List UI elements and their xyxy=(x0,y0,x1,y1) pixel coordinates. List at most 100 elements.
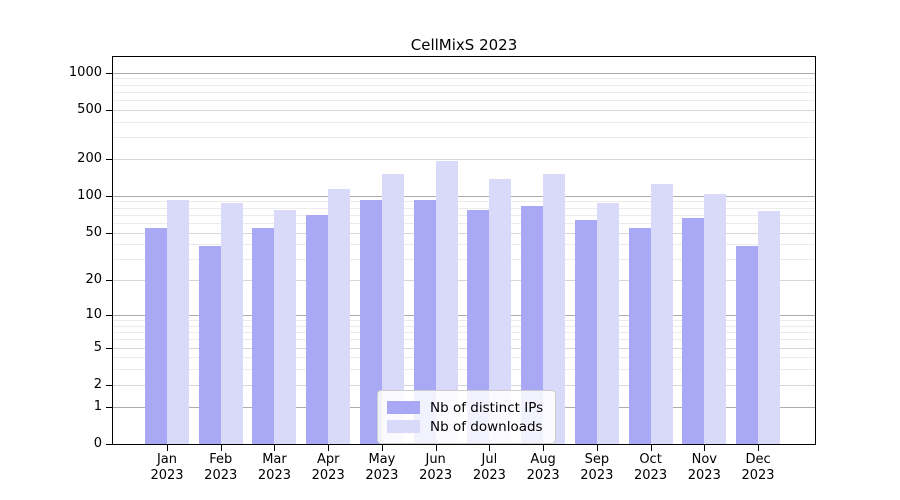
x-tick-mark xyxy=(274,445,276,451)
x-tick-label: Apr 2023 xyxy=(311,452,345,483)
bar-downloads xyxy=(435,160,458,444)
bar-distinct-ips xyxy=(736,245,759,444)
y-tick-label: 1000 xyxy=(68,64,102,80)
x-tick-label: Feb 2023 xyxy=(204,452,238,483)
x-tick-label: Mar 2023 xyxy=(257,452,291,483)
minor-gridline xyxy=(113,91,815,93)
x-tick-mark xyxy=(650,445,652,451)
y-tick-mark xyxy=(106,232,113,234)
bar-distinct-ips xyxy=(145,227,167,444)
y-tick-label: 100 xyxy=(77,187,102,203)
minor-gridline xyxy=(113,369,815,371)
x-tick-label: Oct 2023 xyxy=(634,452,668,483)
x-tick-label: Jan 2023 xyxy=(150,452,184,483)
x-tick-mark xyxy=(758,445,760,451)
x-tick-mark xyxy=(381,445,383,451)
bar-downloads xyxy=(489,179,512,444)
minor-gridline xyxy=(113,99,815,101)
legend-swatch-downloads xyxy=(387,420,420,433)
y-tick-mark xyxy=(106,347,113,349)
y-tick-label: 1 xyxy=(93,398,102,414)
mid-gridline xyxy=(113,280,815,282)
y-tick-mark xyxy=(106,109,113,111)
mid-gridline xyxy=(113,158,815,160)
minor-gridline xyxy=(113,259,815,261)
y-tick-mark xyxy=(106,384,113,386)
bar-distinct-ips xyxy=(682,217,705,444)
x-tick-label: Jul 2023 xyxy=(472,452,506,483)
bar-distinct-ips xyxy=(306,214,329,444)
minor-gridline xyxy=(113,78,815,80)
y-tick-mark xyxy=(106,158,113,160)
bar-distinct-ips xyxy=(628,227,651,444)
legend-swatch-distinct-ips xyxy=(387,401,420,414)
bar-distinct-ips xyxy=(252,227,275,444)
y-tick-label: 200 xyxy=(77,150,102,166)
legend-item-distinct-ips: Nb of distinct IPs xyxy=(387,398,543,417)
y-tick-mark xyxy=(106,72,113,74)
x-tick-mark xyxy=(543,445,545,451)
minor-gridline xyxy=(113,84,815,86)
plot-area: Nb of distinct IPs Nb of downloads xyxy=(112,56,816,445)
x-tick-label: May 2023 xyxy=(365,452,399,483)
chart-title: CellMixS 2023 xyxy=(410,36,518,54)
x-tick-mark xyxy=(328,445,330,451)
bar-downloads xyxy=(220,203,243,444)
x-tick-mark xyxy=(489,445,491,451)
minor-gridline xyxy=(113,121,815,123)
bar-downloads xyxy=(274,210,297,444)
legend: Nb of distinct IPs Nb of downloads xyxy=(377,390,557,444)
y-tick-label: 500 xyxy=(77,101,102,117)
bar-distinct-ips xyxy=(521,205,544,444)
y-tick-mark xyxy=(106,444,113,445)
x-tick-mark xyxy=(220,445,222,451)
bar-downloads xyxy=(167,199,189,444)
minor-gridline xyxy=(113,320,815,322)
y-tick-label: 20 xyxy=(85,272,102,288)
minor-gridline xyxy=(113,137,815,139)
x-tick-label: Aug 2023 xyxy=(526,452,560,483)
mid-gridline xyxy=(113,109,815,111)
mid-gridline xyxy=(113,347,815,349)
y-tick-label: 2 xyxy=(93,376,102,392)
x-tick-mark xyxy=(435,445,437,451)
minor-gridline xyxy=(113,207,815,209)
x-tick-label: Jun 2023 xyxy=(419,452,453,483)
y-tick-mark xyxy=(106,280,113,282)
x-tick-mark xyxy=(704,445,706,451)
minor-gridline xyxy=(113,244,815,246)
y-tick-mark xyxy=(106,195,113,197)
y-tick-label: 50 xyxy=(85,224,102,240)
bar-distinct-ips xyxy=(574,219,597,444)
y-tick-mark xyxy=(106,315,113,317)
bar-distinct-ips xyxy=(413,200,436,444)
x-tick-mark xyxy=(167,445,168,451)
x-tick-label: Nov 2023 xyxy=(687,452,721,483)
x-tick-mark xyxy=(596,445,598,451)
x-tick-label: Dec 2023 xyxy=(741,452,775,483)
minor-gridline xyxy=(113,222,815,224)
legend-label: Nb of distinct IPs xyxy=(430,399,544,416)
minor-gridline xyxy=(113,357,815,359)
mid-gridline xyxy=(113,384,815,386)
minor-gridline xyxy=(113,332,815,334)
bar-downloads xyxy=(704,193,727,444)
major-gridline xyxy=(113,195,815,197)
minor-gridline xyxy=(113,214,815,216)
minor-gridline xyxy=(113,201,815,203)
y-tick-label: 10 xyxy=(85,307,102,323)
minor-gridline xyxy=(113,325,815,327)
bar-distinct-ips xyxy=(198,245,221,444)
bar-distinct-ips xyxy=(359,200,382,444)
bar-downloads xyxy=(650,183,673,444)
legend-item-downloads: Nb of downloads xyxy=(387,417,543,436)
y-tick-mark xyxy=(106,406,113,408)
minor-gridline xyxy=(113,339,815,341)
legend-label: Nb of downloads xyxy=(430,418,543,435)
bar-downloads xyxy=(381,174,404,444)
y-tick-label: 5 xyxy=(93,339,102,355)
major-gridline xyxy=(113,315,815,317)
bar-downloads xyxy=(543,173,566,444)
major-gridline xyxy=(113,72,815,74)
